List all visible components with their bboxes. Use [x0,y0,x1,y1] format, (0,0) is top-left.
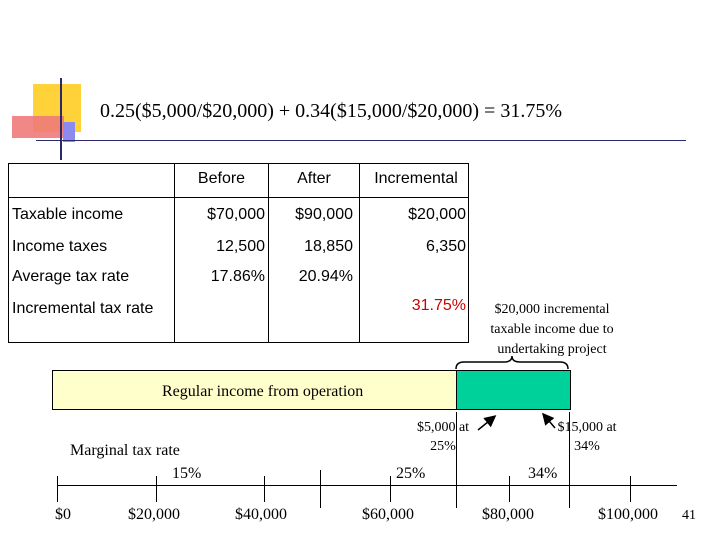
rate-25: 25% [396,465,426,482]
column-header-after: After [297,170,331,187]
table-header-row [8,163,469,198]
table-divider [268,163,269,343]
income-axis [57,485,677,486]
axis-label: $40,000 [235,506,287,523]
regular-income-bar [52,370,458,410]
table-divider [174,163,175,343]
axis-tick [57,476,58,502]
axis-tick [569,412,570,508]
axis-label: $100,000 [598,506,658,523]
cell-before: 17.86% [210,268,265,285]
column-header-incremental: Incremental [374,170,458,187]
arrow-icons [477,412,556,431]
cell-after: $90,000 [295,206,353,223]
row-label-incremental-tax-rate: Incremental tax rate [12,300,154,317]
cell-incremental-tax-rate: 31.75% [411,297,466,314]
bracket-34-label: $15,000 at 34% [557,420,617,454]
cell-after: 20.94% [298,268,353,285]
slide-number: 41 [682,508,696,523]
row-label-income-taxes: Income taxes [12,238,108,255]
title-decoration-blue [63,122,75,142]
regular-income-label: Regular income from operation [162,383,364,400]
cell-after: 18,850 [304,238,353,255]
axis-tick [456,412,457,508]
cell-incremental: 6,350 [425,238,466,255]
cell-before: 12,500 [216,238,265,255]
axis-label: $20,000 [128,506,180,523]
incremental-income-bar [456,370,571,410]
axis-label: $60,000 [362,506,414,523]
axis-tick [509,476,510,502]
title-underline [36,140,686,141]
axis-tick [630,476,631,502]
title-decoration-red [12,116,64,138]
marginal-tax-rate-label: Marginal tax rate [70,442,180,459]
bracket-25-label: $5,000 at 25% [416,420,470,454]
axis-label: $0 [55,506,71,523]
slide-title: 0.25($5,000/$20,000) + 0.34($15,000/$20,… [100,100,562,122]
table-divider [359,163,360,343]
cell-incremental: $20,000 [408,206,466,223]
rate-34: 34% [528,465,558,482]
row-label-average-tax-rate: Average tax rate [12,268,130,285]
axis-tick [264,476,265,502]
brace-icon [455,355,569,369]
tax-table [8,163,469,343]
cell-before: $70,000 [207,206,265,223]
row-label-taxable-income: Taxable income [12,206,124,223]
rate-15: 15% [172,465,202,482]
axis-tick [390,476,391,502]
incremental-income-note: $20,000 incremental taxable income due t… [490,302,614,357]
title-decoration-vertical-line [60,78,62,160]
axis-tick [320,470,321,508]
axis-label: $80,000 [482,506,534,523]
axis-tick [156,476,157,502]
column-header-before: Before [197,170,246,187]
